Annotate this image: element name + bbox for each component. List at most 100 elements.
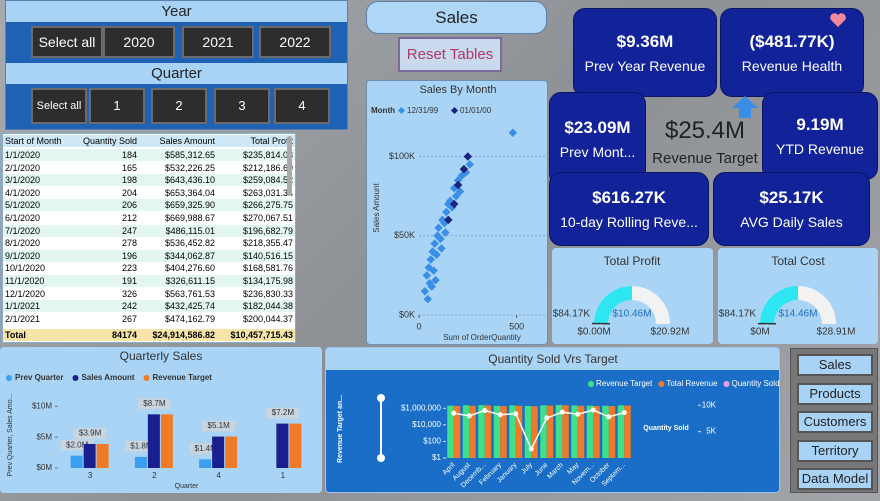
line-point xyxy=(466,413,472,419)
quarter-option[interactable]: 3 xyxy=(214,88,270,124)
scatter-point xyxy=(442,207,451,217)
gauge-fill xyxy=(760,286,799,324)
table-cell: $536,452.82 xyxy=(164,238,215,249)
scatter-chart: Sales By Month Month 12/31/99 01/01/00 $0K $5… xyxy=(366,80,548,345)
year-option[interactable]: Select all xyxy=(31,26,103,58)
line-point xyxy=(451,410,457,416)
table-cell: $270,067.51 xyxy=(242,213,293,223)
scatter-point xyxy=(453,180,463,190)
data-label-bg xyxy=(137,398,171,410)
table-cell: Total xyxy=(5,330,26,340)
table-row: 1/1/2020 184 $585,312.65 $235,814.03 xyxy=(3,149,295,161)
table-row: 5/1/2020 206 $659,325.90 $266,275.75 xyxy=(3,199,295,212)
data-label: $2.0M xyxy=(66,440,89,449)
year-option[interactable]: 2021 xyxy=(182,26,254,58)
legend-marker xyxy=(143,375,150,381)
bar xyxy=(509,405,516,458)
bar xyxy=(562,405,569,458)
page-title: Sales xyxy=(435,8,478,27)
heart-icon xyxy=(830,13,846,27)
bar xyxy=(484,405,492,458)
bar xyxy=(593,405,600,458)
line-point xyxy=(590,407,596,413)
bar xyxy=(586,405,594,458)
table-cell: 2/1/2020 xyxy=(5,162,41,173)
quarter-option[interactable]: 4 xyxy=(274,88,330,124)
scatter-point xyxy=(437,244,446,253)
table-row: 2/1/2020 165 $532,226.25 $212,186.69 xyxy=(3,161,295,174)
bar xyxy=(447,405,454,458)
table-cell: 8/1/2020 xyxy=(5,238,41,249)
scatter-point xyxy=(459,164,469,174)
bar xyxy=(555,404,563,458)
table-cell: 196 xyxy=(121,250,137,261)
data-label-bg xyxy=(202,420,236,432)
table-cell: $344,062.87 xyxy=(164,250,215,261)
reset-button[interactable]: Reset Tables xyxy=(398,37,502,72)
table-row: Total 84174 $24,914,586.82 $10,457,715.43 xyxy=(3,329,295,341)
line-point xyxy=(544,415,550,421)
bar xyxy=(70,455,83,468)
bar xyxy=(571,405,578,458)
y2-tick-label: 5K xyxy=(706,427,716,436)
y-tick-label: $0M xyxy=(36,463,52,472)
gauge-range-label: $20.92M xyxy=(651,327,690,338)
nav-button[interactable]: Sales xyxy=(797,354,873,376)
nav-button[interactable]: Territory xyxy=(797,439,873,462)
legend-label: Sales Amount xyxy=(81,373,134,382)
quarter-option[interactable]: Select all xyxy=(31,88,87,124)
quarter-option[interactable]: 2 xyxy=(151,88,207,124)
table-row: 10/1/2020 223 $404,276.60 $168,581.76 xyxy=(3,262,295,275)
data-label-bg xyxy=(266,407,300,419)
table-cell: 206 xyxy=(121,200,137,211)
table-cell: $326,611.15 xyxy=(165,276,215,286)
legend-title: Month xyxy=(371,106,395,115)
bar xyxy=(546,405,554,458)
gauge-fill xyxy=(594,286,632,324)
x-tick-label: 4 xyxy=(216,471,221,480)
quarterly-chart: Quarterly Sales Prev Quarter Sales Amount R… xyxy=(0,347,322,493)
table-cell: 247 xyxy=(121,225,137,236)
year-option[interactable]: 2020 xyxy=(103,26,175,58)
table-cell: $486,115.01 xyxy=(165,225,215,236)
bar xyxy=(83,443,96,468)
year-option[interactable]: 2022 xyxy=(259,26,331,58)
table-cell: $168,581.76 xyxy=(242,263,293,274)
table-cell: 2/1/2021 xyxy=(5,313,41,324)
quarter-option[interactable]: 1 xyxy=(89,88,145,124)
legend-label: Quantity Sold xyxy=(732,379,780,388)
line-point xyxy=(606,414,612,420)
table-cell: $669,988.67 xyxy=(164,213,215,223)
legend-label: Revenue Target xyxy=(153,373,213,382)
table-cell: $585,312.65 xyxy=(164,150,215,160)
gauge-range-label: $0.00M xyxy=(577,327,610,338)
table-cell: 6/1/2020 xyxy=(5,213,41,223)
legend-marker xyxy=(588,381,594,387)
table-cell: 198 xyxy=(121,175,137,186)
table-row: 2/1/2021 267 $474,162.79 $200,044.37 xyxy=(3,312,295,325)
x-tick-label: 2 xyxy=(152,471,157,480)
legend-label: 12/31/99 xyxy=(407,106,439,115)
nav-button[interactable]: Data Model xyxy=(797,468,873,490)
table-cell: $235,814.03 xyxy=(242,150,293,160)
kpi-value: $23.09M xyxy=(564,118,631,137)
table-cell: $236,830.33 xyxy=(242,288,293,299)
nav-button[interactable]: Products xyxy=(797,382,873,405)
slicer-title: Quarter xyxy=(6,63,347,84)
scatter-point xyxy=(463,152,473,161)
scatter-point xyxy=(434,223,443,233)
legend-label: Revenue Target xyxy=(596,379,653,388)
combo-chart: Quantity Sold Vrs Target Revenue Target To… xyxy=(325,347,780,493)
table-cell: Start of Month xyxy=(5,136,62,146)
table-cell: 11/1/2020 xyxy=(5,276,45,286)
line-point xyxy=(621,410,627,416)
table-cell: 326 xyxy=(121,288,137,299)
legend-marker xyxy=(658,381,665,387)
table-cell: Total Profit xyxy=(250,136,293,146)
gauge-target-label: $84.17K xyxy=(719,309,757,320)
nav-button[interactable]: Customers xyxy=(797,411,873,433)
y-tick-label: $1 xyxy=(432,453,441,462)
bar xyxy=(134,456,147,468)
x-axis-title: Sum of OrderQuantity xyxy=(443,333,521,342)
kpi-label: Prev Year Revenue xyxy=(584,57,706,74)
